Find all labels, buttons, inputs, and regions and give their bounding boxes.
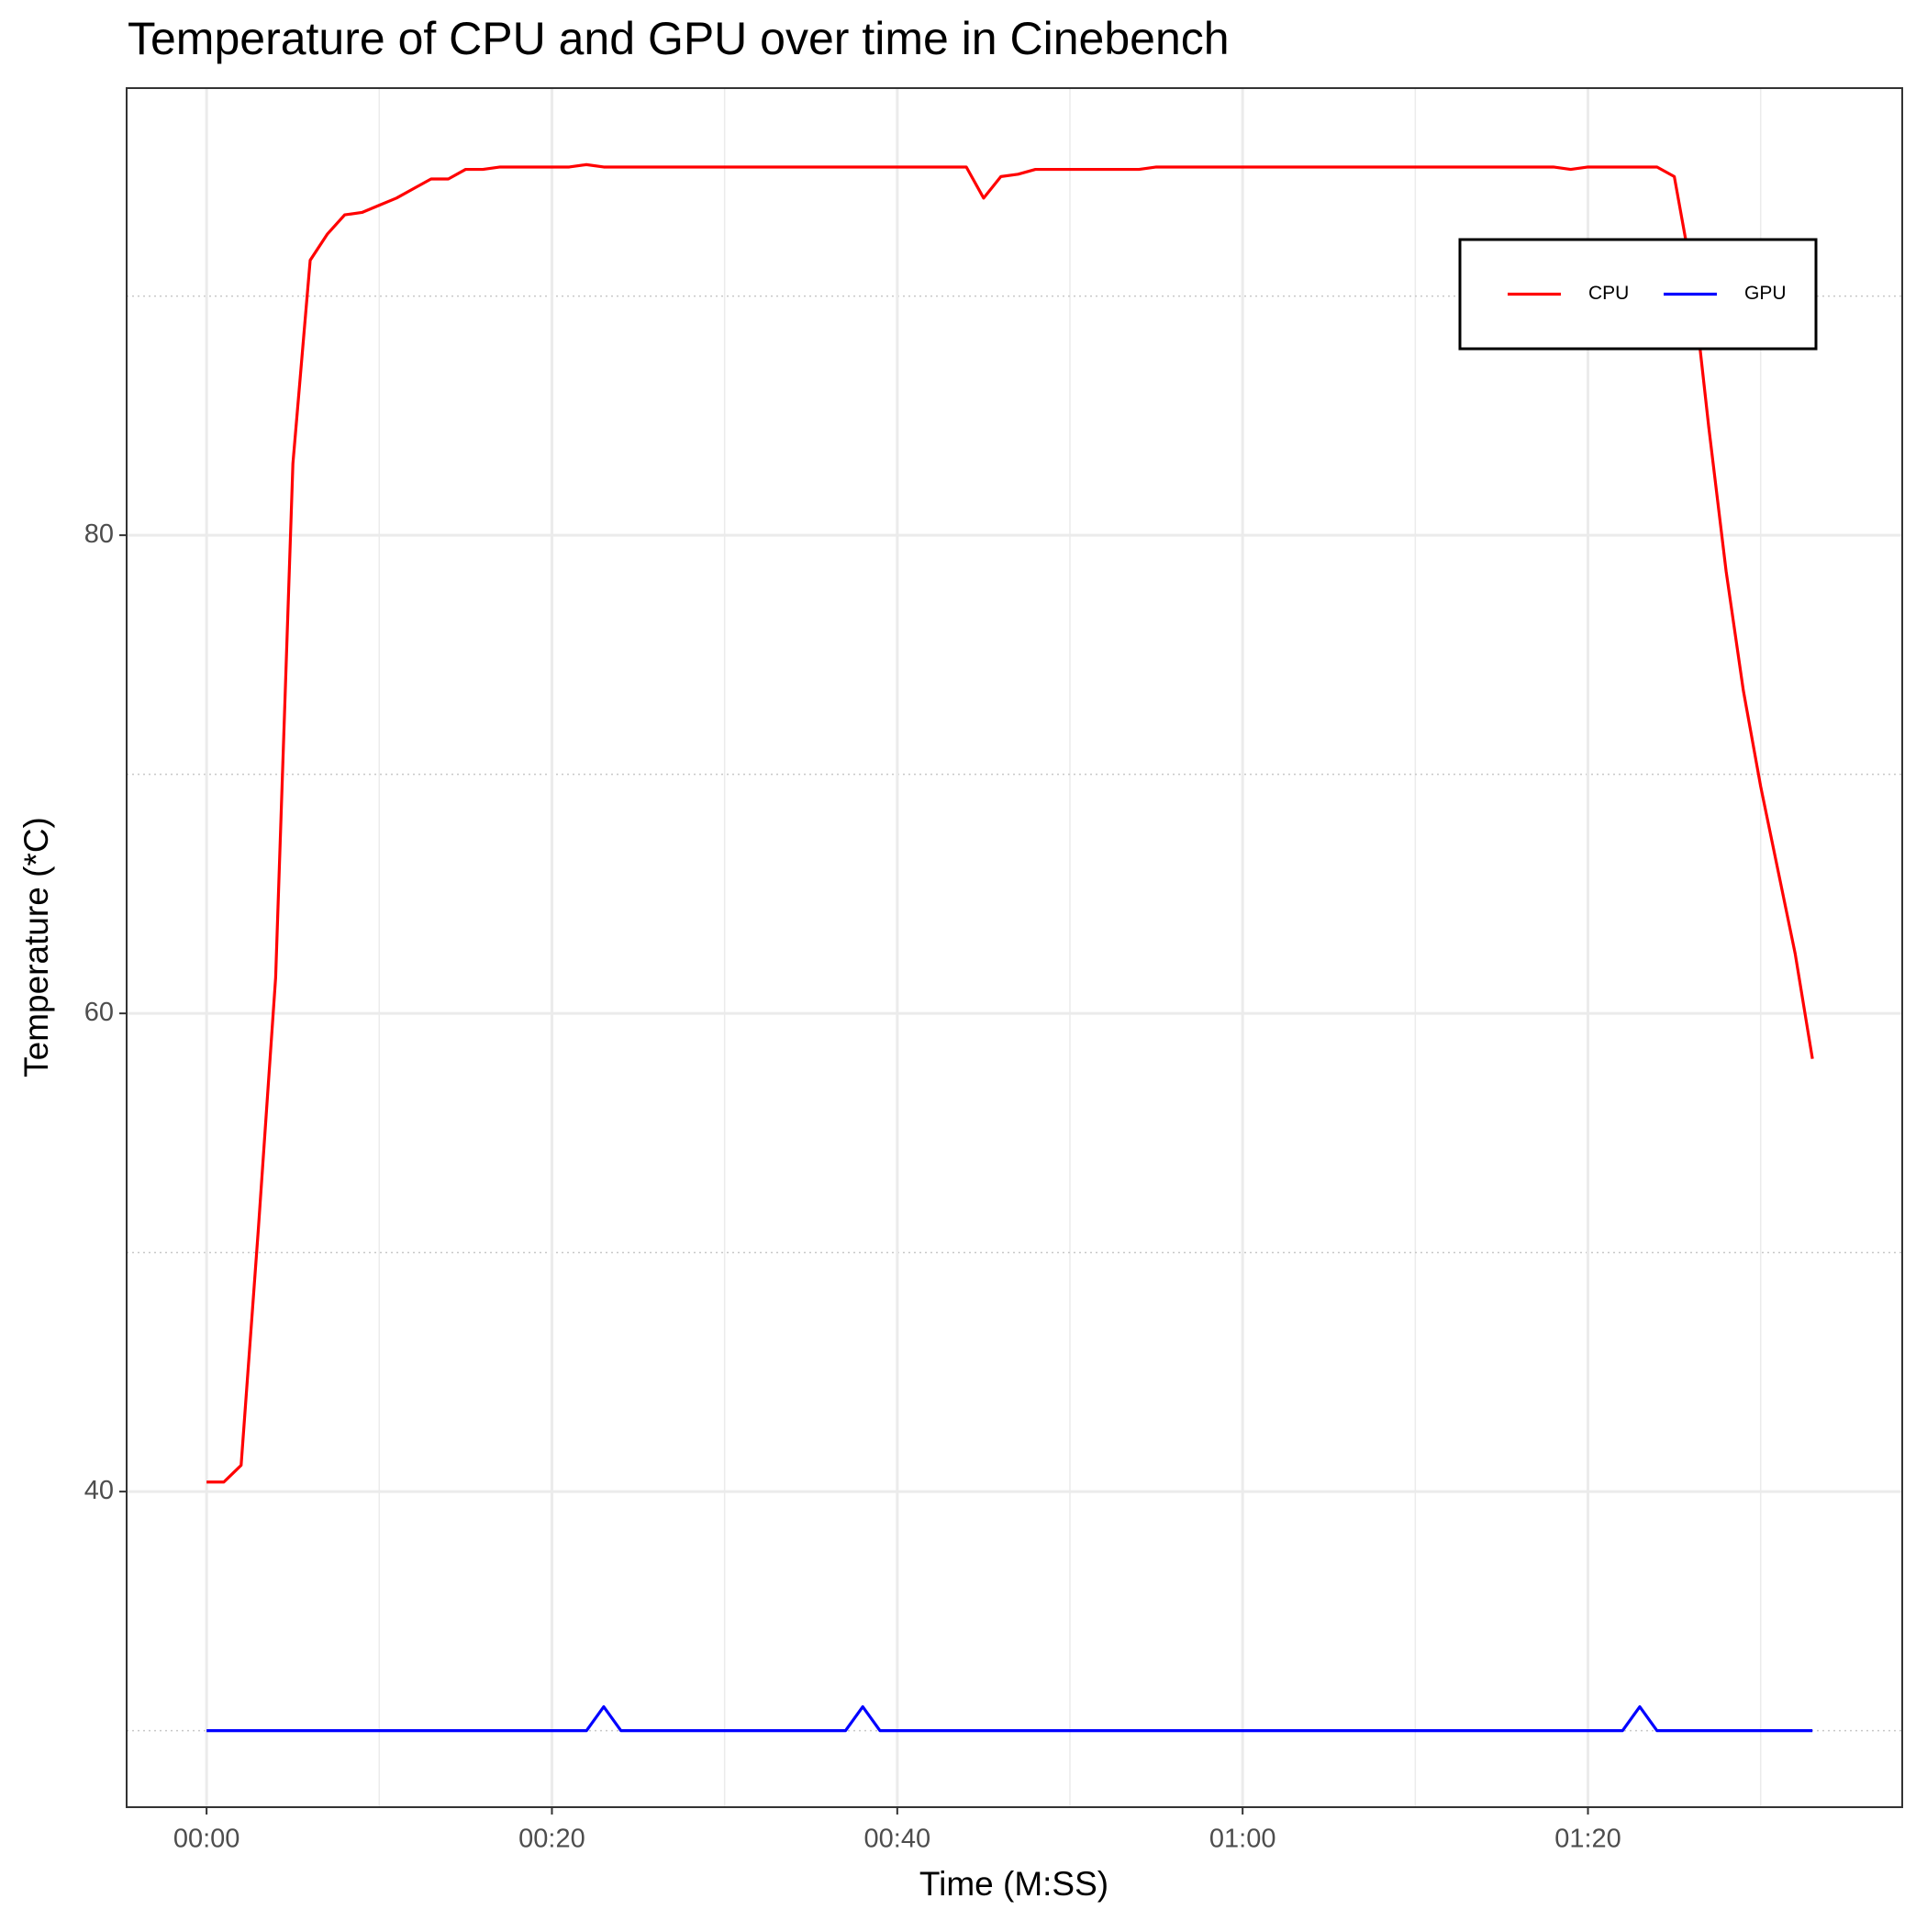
legend-label: CPU: [1588, 283, 1629, 304]
x-tick-label: 00:00: [173, 1825, 240, 1854]
y-tick-label: 40: [84, 1476, 114, 1505]
chart-title: Temperature of CPU and GPU over time in …: [128, 13, 1230, 64]
x-tick-label: 00:40: [864, 1825, 931, 1854]
x-tick-label: 01:20: [1554, 1825, 1621, 1854]
x-tick-label: 01:00: [1209, 1825, 1276, 1854]
data-line: [206, 162, 1814, 1484]
plot-border: [126, 87, 1903, 1808]
y-tick-label: 80: [84, 519, 114, 549]
x-axis-title: Time (M:SS): [919, 1865, 1108, 1903]
y-axis-title: Temperature (*C): [17, 817, 55, 1078]
legend-label: GPU: [1744, 283, 1787, 304]
y-tick-label: 60: [84, 998, 114, 1027]
data-line: [206, 1704, 1813, 1733]
x-tick-label: 00:20: [518, 1825, 585, 1854]
